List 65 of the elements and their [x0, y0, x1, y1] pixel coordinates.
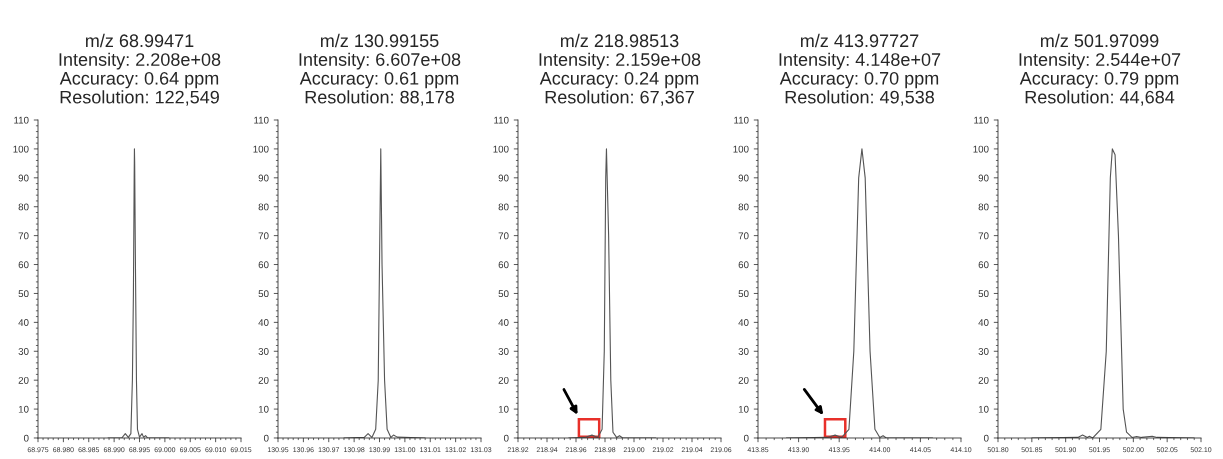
- y-tick-label: 80: [258, 203, 269, 211]
- y-tick-label: 50: [978, 290, 989, 298]
- y-tick-label: 0: [983, 434, 989, 442]
- y-tick-label: 50: [258, 290, 269, 298]
- y-tick-label: 80: [498, 203, 509, 211]
- chart-title: m/z 218.98513 Intensity: 2.159e+08 Accuracy: 0.24 ppm Resolution: 67,367: [539, 33, 701, 106]
- y-tick-label: 70: [978, 232, 989, 240]
- y-tick-label: 110: [494, 116, 509, 124]
- y-tick-label: 40: [738, 319, 749, 326]
- y-tick-label: 80: [738, 203, 749, 211]
- y-tick-label: 0: [263, 434, 269, 442]
- y-tick-label: 110: [254, 116, 269, 124]
- y-tick-label: 20: [498, 376, 509, 384]
- y-tick-label: 60: [258, 261, 269, 269]
- y-tick-label: 40: [18, 319, 29, 326]
- y-tick-label: 70: [498, 232, 509, 240]
- y-tick-label: 30: [978, 348, 989, 355]
- y-tick-label: 110: [974, 116, 989, 124]
- y-tick-label: 100: [973, 145, 989, 153]
- y-tick-label: 90: [738, 174, 749, 182]
- y-tick-label: 30: [258, 348, 269, 355]
- y-tick-label: 80: [978, 203, 989, 211]
- y-tick-label: 0: [743, 434, 749, 442]
- y-tick-label: 90: [18, 174, 29, 182]
- y-tick-label: 70: [18, 232, 29, 240]
- y-tick-label: 70: [738, 232, 749, 240]
- y-tick-label: 10: [498, 405, 509, 413]
- y-tick-label: 60: [738, 261, 749, 269]
- y-tick-label: 70: [258, 232, 269, 240]
- y-tick-label: 10: [978, 405, 989, 413]
- y-tick-label: 10: [258, 405, 269, 413]
- chart-title: m/z 413.97727 Intensity: 4.148e+07 Accuracy: 0.70 ppm Resolution: 49,538: [779, 33, 941, 106]
- y-tick-label: 100: [493, 145, 509, 153]
- y-tick-label: 40: [258, 319, 269, 326]
- y-tick-label: 10: [18, 405, 29, 413]
- y-tick-label: 110: [734, 116, 749, 124]
- y-tick-label: 100: [13, 145, 29, 153]
- y-tick-label: 40: [498, 319, 509, 326]
- y-tick-label: 20: [978, 376, 989, 384]
- y-tick-label: 100: [733, 145, 749, 153]
- y-tick-label: 30: [738, 348, 749, 355]
- y-tick-label: 30: [18, 348, 29, 355]
- y-tick-label: 50: [738, 290, 749, 298]
- y-tick-label: 20: [738, 376, 749, 384]
- y-tick-label: 20: [18, 376, 29, 384]
- y-tick-label: 90: [498, 174, 509, 182]
- y-tick-label: 0: [23, 434, 29, 442]
- y-tick-label: 30: [498, 348, 509, 355]
- y-tick-label: 100: [253, 145, 269, 153]
- y-tick-label: 60: [18, 261, 29, 269]
- chart-title: m/z 501.97099 Intensity: 2.544e+07 Accuracy: 0.79 ppm Resolution: 44,684: [1019, 33, 1181, 106]
- y-tick-label: 110: [14, 116, 29, 124]
- y-tick-label: 90: [258, 174, 269, 182]
- y-tick-label: 40: [978, 319, 989, 326]
- y-tick-label: 90: [978, 174, 989, 182]
- chart-title: m/z 68.99471 Intensity: 2.208e+08 Accuracy: 0.64 ppm Resolution: 122,549: [59, 33, 221, 106]
- y-tick-label: 60: [498, 261, 509, 269]
- y-tick-label: 10: [738, 405, 749, 413]
- chart-title: m/z 130.99155 Intensity: 6.607e+08 Accuracy: 0.61 ppm Resolution: 88,178: [299, 33, 461, 106]
- y-tick-label: 0: [503, 434, 509, 442]
- y-tick-label: 80: [18, 203, 29, 211]
- y-tick-label: 50: [18, 290, 29, 298]
- y-tick-label: 20: [258, 376, 269, 384]
- y-tick-label: 50: [498, 290, 509, 298]
- y-tick-label: 60: [978, 261, 989, 269]
